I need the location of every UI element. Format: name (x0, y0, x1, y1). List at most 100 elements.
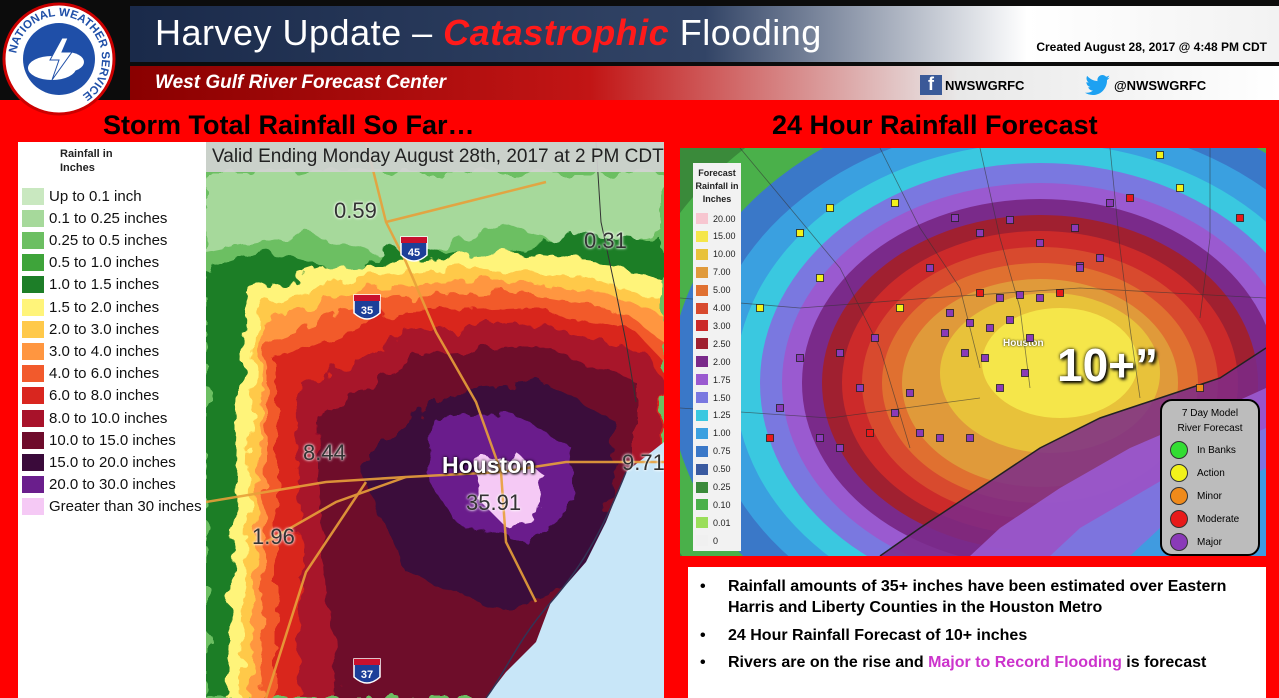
river-status-dot (1170, 464, 1188, 482)
river-gauge-marker[interactable] (796, 354, 804, 362)
forecast-legend-item: 1.00 (696, 425, 731, 442)
legend-swatch (22, 476, 44, 494)
forecast-legend-swatch (696, 230, 708, 242)
river-gauge-marker[interactable] (936, 434, 944, 442)
highway-45-shield: 45 (400, 236, 428, 262)
facebook-icon: f (920, 74, 942, 95)
river-gauges (756, 151, 1244, 452)
legend-swatch (22, 320, 44, 338)
river-gauge-marker[interactable] (756, 304, 764, 312)
legend-swatch (22, 298, 44, 316)
river-gauge-marker[interactable] (1096, 254, 1104, 262)
river-legend-item: In Banks (1170, 441, 1236, 459)
river-gauge-marker[interactable] (926, 264, 934, 272)
title-highlight: Catastrophic (443, 12, 670, 53)
river-gauge-marker[interactable] (1021, 369, 1029, 377)
river-gauge-marker[interactable] (1076, 264, 1084, 272)
river-gauge-marker[interactable] (866, 429, 874, 437)
river-gauge-marker[interactable] (966, 319, 974, 327)
legend-label: 2.0 to 3.0 inches (49, 320, 160, 338)
legend-label: 1.0 to 1.5 inches (49, 276, 160, 294)
river-gauge-marker[interactable] (1071, 224, 1079, 232)
river-gauge-marker[interactable] (1106, 199, 1114, 207)
river-gauge-marker[interactable] (1036, 239, 1044, 247)
forecast-legend-swatch (696, 535, 708, 547)
river-gauge-marker[interactable] (906, 389, 914, 397)
river-status-dot (1170, 533, 1188, 551)
forecast-legend-item: 20.00 (696, 210, 736, 227)
river-gauge-marker[interactable] (916, 429, 924, 437)
legend-swatch (22, 387, 44, 405)
legend-swatch (22, 409, 44, 427)
forecast-legend-swatch (696, 392, 708, 403)
river-gauge-marker[interactable] (1156, 151, 1164, 159)
legend-item: 8.0 to 10.0 inches (22, 408, 167, 428)
highway-35-shield: 35 (353, 294, 381, 320)
forecast-legend-label: 0.01 (713, 517, 731, 528)
river-gauge-marker[interactable] (1236, 214, 1244, 222)
legend-label: 3.0 to 4.0 inches (49, 342, 160, 360)
highway-37-shield: 37 (353, 658, 381, 684)
river-gauge-marker[interactable] (981, 354, 989, 362)
legend-swatch (22, 254, 44, 272)
legend-item: Greater than 30 inches (22, 497, 202, 517)
river-gauge-marker[interactable] (1056, 289, 1064, 297)
river-gauge-marker[interactable] (896, 304, 904, 312)
river-gauge-marker[interactable] (816, 274, 824, 282)
river-gauge-marker[interactable] (766, 434, 774, 442)
river-gauge-marker[interactable] (1126, 194, 1134, 202)
forecast-title: 24 Hour Rainfall Forecast (772, 110, 1098, 140)
river-gauge-marker[interactable] (966, 434, 974, 442)
river-gauge-marker[interactable] (836, 349, 844, 357)
river-gauge-marker[interactable] (891, 409, 899, 417)
legend-swatch (22, 498, 44, 516)
houston-label: Houston (442, 452, 536, 478)
river-gauge-marker[interactable] (941, 329, 949, 337)
river-gauge-marker[interactable] (796, 229, 804, 237)
forecast-legend-item: 0.01 (696, 514, 731, 531)
river-gauge-marker[interactable] (836, 444, 844, 452)
river-status-dot (1170, 441, 1188, 459)
river-gauge-marker[interactable] (776, 404, 784, 412)
river-gauge-marker[interactable] (856, 384, 864, 392)
river-gauge-marker[interactable] (976, 229, 984, 237)
river-status-dot (1170, 510, 1188, 528)
forecast-legend-label: 2.00 (713, 356, 731, 367)
river-gauge-marker[interactable] (1006, 316, 1014, 324)
river-gauge-marker[interactable] (1176, 184, 1184, 192)
river-gauge-marker[interactable] (946, 309, 954, 317)
forecast-legend-item: 0.10 (696, 496, 731, 513)
river-gauge-marker[interactable] (1036, 294, 1044, 302)
river-gauge-marker[interactable] (986, 324, 994, 332)
legend-label: 10.0 to 15.0 inches (49, 431, 176, 449)
legend-swatch (22, 276, 44, 294)
forecast-legend-swatch (696, 266, 708, 278)
forecast-legend-swatch (696, 302, 708, 314)
river-gauge-marker[interactable] (951, 214, 959, 222)
forecast-legend-swatch (696, 374, 708, 386)
legend-item: 0.1 to 0.25 inches (22, 208, 167, 228)
river-gauge-marker[interactable] (891, 199, 899, 207)
river-gauge-marker[interactable] (1006, 216, 1014, 224)
river-gauge-marker[interactable] (816, 434, 824, 442)
forecast-legend-swatch (696, 445, 708, 457)
river-gauge-marker[interactable] (1026, 334, 1034, 342)
svg-text:37: 37 (361, 669, 373, 681)
river-gauge-marker[interactable] (961, 349, 969, 357)
twitter-link[interactable]: @NWSWGRFC (1085, 75, 1206, 95)
legend-swatch (22, 431, 44, 449)
forecast-legend-label: 0.50 (713, 464, 731, 475)
rain-value-label: 1.96 (252, 524, 295, 549)
river-gauge-marker[interactable] (871, 334, 879, 342)
river-gauge-marker[interactable] (826, 204, 834, 212)
river-gauge-marker[interactable] (1016, 291, 1024, 299)
facebook-link[interactable]: f NWSWGRFC (920, 74, 1024, 95)
valid-ending-banner: Valid Ending Monday August 28th, 2017 at… (206, 142, 664, 172)
river-gauge-marker[interactable] (996, 384, 1004, 392)
river-gauge-marker[interactable] (1196, 384, 1204, 392)
legend-label: 0.5 to 1.0 inches (49, 254, 160, 272)
forecast-legend-item: 1.50 (696, 389, 731, 406)
river-gauge-marker[interactable] (996, 294, 1004, 302)
forecast-legend-item: 3.00 (696, 317, 731, 334)
river-gauge-marker[interactable] (976, 289, 984, 297)
